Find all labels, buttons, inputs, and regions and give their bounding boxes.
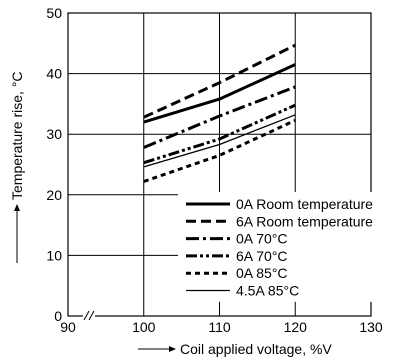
series-line — [143, 63, 296, 124]
x-axis-label: Coil applied voltage, %V — [138, 341, 332, 357]
series-line — [143, 118, 296, 183]
legend-label: 6A Room temperature — [236, 213, 373, 229]
series-line — [143, 114, 296, 168]
y-axis-title: Temperature rise, °C — [9, 71, 25, 200]
y-tick-label: 10 — [46, 247, 62, 263]
y-tick-label: 20 — [46, 187, 62, 203]
x-tick-label: 120 — [284, 319, 308, 335]
x-tick-label: 130 — [359, 319, 383, 335]
x-tick-label: 90 — [60, 319, 76, 335]
series-line — [143, 103, 296, 165]
x-tick-label: 100 — [132, 319, 156, 335]
axis-break-stroke — [83, 310, 90, 321]
y-tick-label: 40 — [46, 66, 62, 82]
y-tick-label: 50 — [46, 5, 62, 21]
tick-labels: 90 100 110 120 130 0 10 20 30 40 50 — [46, 5, 382, 335]
legend-label: 0A 85°C — [236, 265, 288, 281]
x-axis-title: Coil applied voltage, %V — [180, 341, 332, 357]
y-tick-label: 0 — [54, 308, 62, 324]
y-axis-label: Temperature rise, °C — [9, 71, 25, 263]
axis-break-gap — [83, 311, 95, 321]
x-tick-label: 110 — [208, 319, 231, 335]
legend-background — [178, 192, 390, 302]
axis-break-stroke — [88, 310, 95, 321]
legend-label: 4.5A 85°C — [236, 283, 299, 299]
legend-label: 6A 70°C — [236, 248, 288, 264]
legend-label: 0A Room temperature — [236, 196, 373, 212]
series-layer — [143, 43, 296, 183]
plot-frame — [67, 12, 372, 317]
y-tick-label: 30 — [46, 126, 62, 142]
series-line — [143, 85, 296, 149]
x-axis-break — [83, 310, 95, 321]
legend-label: 0A 70°C — [236, 231, 288, 247]
series-line — [143, 43, 296, 119]
